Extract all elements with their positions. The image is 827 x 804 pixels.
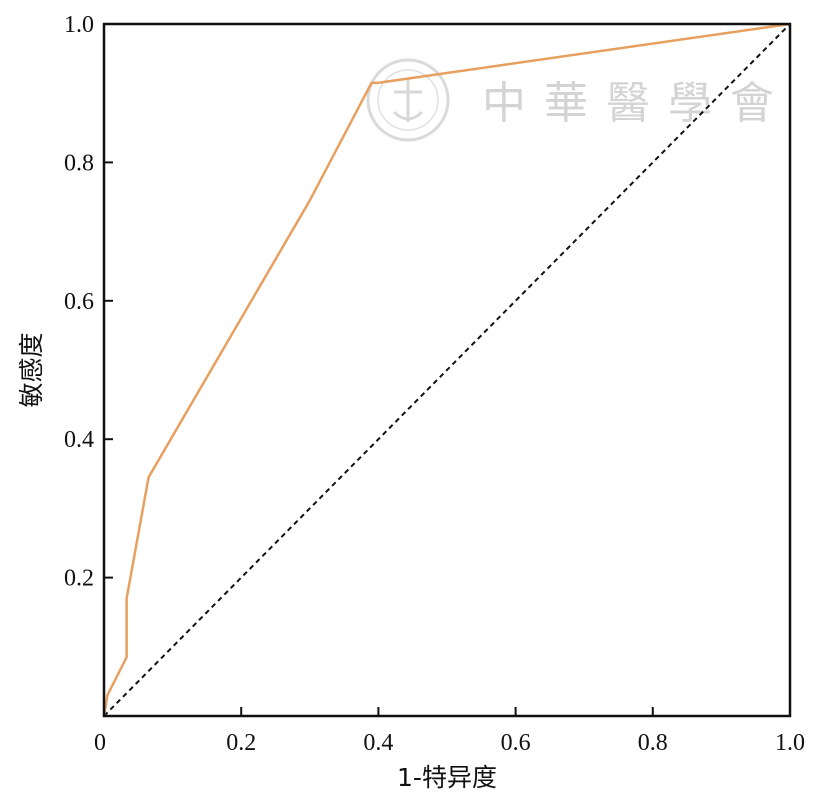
x-tick-label: 0.6: [501, 730, 531, 756]
y-tick-label: 0.4: [64, 427, 94, 453]
plot-marks: [102, 22, 791, 717]
y-tick-label: 0.6: [64, 289, 94, 315]
x-tick-label: 0: [94, 730, 106, 756]
x-tick-label: 0.2: [226, 730, 256, 756]
y-tick-label: 1.0: [64, 12, 94, 38]
x-tick-label: 1.0: [775, 730, 805, 756]
watermark-text: 中華醫學會: [482, 78, 792, 129]
plot-frame: [102, 22, 792, 718]
x-axis-title: 1-特异度: [397, 763, 497, 792]
y-tick-label: 0.2: [64, 566, 94, 592]
roc-curve-line: [102, 22, 791, 717]
y-tick-label: 0.8: [64, 150, 94, 176]
x-tick-label: 0.4: [363, 730, 393, 756]
watermark-seal-icon: [366, 58, 450, 142]
reference-diagonal-line: [103, 23, 791, 717]
axis-ticks: 0 0.2 0.4 0.6 0.8 1.0 0.2 0.4 0.6 0.8 1.0: [64, 12, 805, 756]
watermark: 中華醫學會: [366, 58, 792, 142]
y-axis-title: 敏感度: [17, 332, 46, 407]
x-tick-label: 0.8: [638, 730, 668, 756]
